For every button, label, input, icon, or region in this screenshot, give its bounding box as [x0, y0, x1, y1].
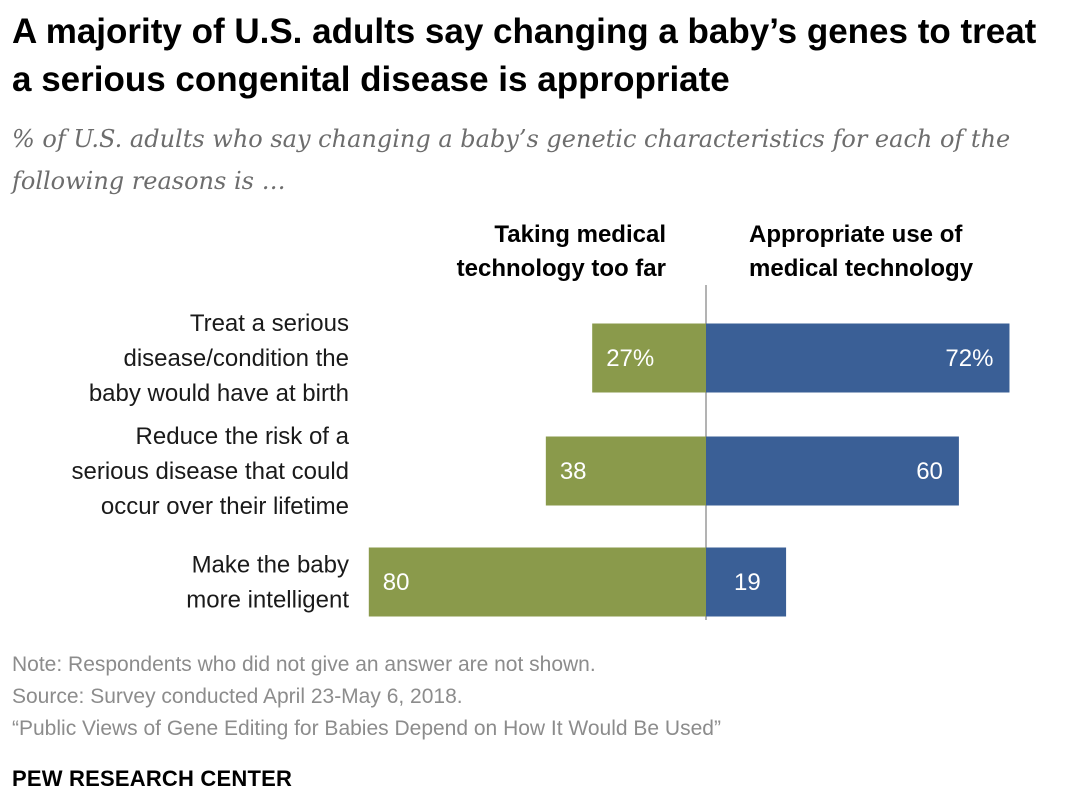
right-series-header: medical technology [749, 255, 974, 282]
bar-value-label: 27% [606, 345, 654, 372]
report-title-text: “Public Views of Gene Editing for Babies… [12, 717, 721, 740]
left-series-header: technology too far [457, 255, 666, 282]
right-series-header: Appropriate use of [749, 221, 963, 248]
bar-value-label: 19 [734, 569, 761, 596]
bar-value-label: 38 [560, 458, 587, 485]
bar-taking-too-far [545, 436, 706, 506]
category-label: Treat a serious [190, 310, 349, 337]
bar-taking-too-far [368, 547, 706, 617]
category-label: more intelligent [186, 587, 349, 614]
bar-taking-too-far [592, 323, 706, 393]
chart-notes: Note: Respondents who did not give an an… [12, 649, 1052, 745]
category-label: occur over their lifetime [101, 493, 349, 520]
note-text: Note: Respondents who did not give an an… [12, 653, 596, 676]
chart-subtitle: % of U.S. adults who say changing a baby… [12, 125, 1011, 195]
chart-title: A majority of U.S. adults say changing a… [12, 12, 1037, 99]
bar-appropriate-use [706, 323, 1010, 393]
source-text: Source: Survey conducted April 23-May 6,… [12, 685, 463, 708]
diverging-bar-chart: Taking medical technology too far Appropri… [72, 221, 1010, 620]
bar-appropriate-use [706, 547, 787, 617]
bar-value-label: 80 [383, 569, 410, 596]
category-label: serious disease that could [72, 458, 350, 485]
bar-value-label: 60 [916, 458, 943, 485]
bar-value-label: 72% [945, 345, 993, 372]
left-series-header: Taking medical [494, 221, 666, 248]
pew-logo-text: PEW RESEARCH CENTER [12, 766, 293, 791]
bar-appropriate-use [706, 436, 959, 506]
category-label: baby would have at birth [89, 380, 349, 407]
category-label: Make the baby [192, 552, 349, 579]
category-label: Reduce the risk of a [136, 423, 350, 450]
category-label: disease/condition the [124, 345, 350, 372]
